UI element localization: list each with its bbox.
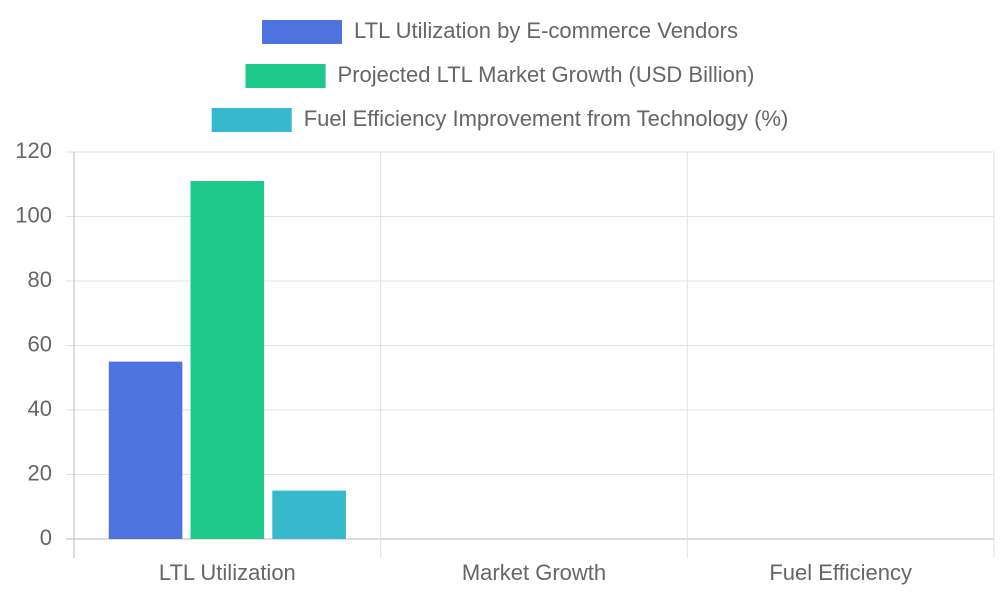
y-tick-label: 120 <box>15 138 52 163</box>
legend-swatch <box>245 64 326 88</box>
legend-label: Fuel Efficiency Improvement from Technol… <box>304 106 789 131</box>
x-tick-label: LTL Utilization <box>159 560 296 585</box>
legend-swatch <box>262 20 343 44</box>
bar <box>272 490 346 539</box>
x-tick-label: Market Growth <box>462 560 606 585</box>
y-tick-label: 20 <box>28 460 52 485</box>
bar <box>190 181 265 539</box>
y-tick-label: 0 <box>40 525 52 550</box>
y-tick-label: 40 <box>28 396 52 421</box>
y-tick-label: 80 <box>28 267 52 292</box>
y-tick-label: 60 <box>28 331 52 356</box>
y-tick-label: 100 <box>15 202 52 227</box>
legend-label: Projected LTL Market Growth (USD Billion… <box>338 62 755 87</box>
legend-swatch <box>211 108 292 132</box>
x-tick-label: Fuel Efficiency <box>769 560 912 585</box>
bar <box>108 361 183 539</box>
legend-label: LTL Utilization by E-commerce Vendors <box>354 18 738 43</box>
